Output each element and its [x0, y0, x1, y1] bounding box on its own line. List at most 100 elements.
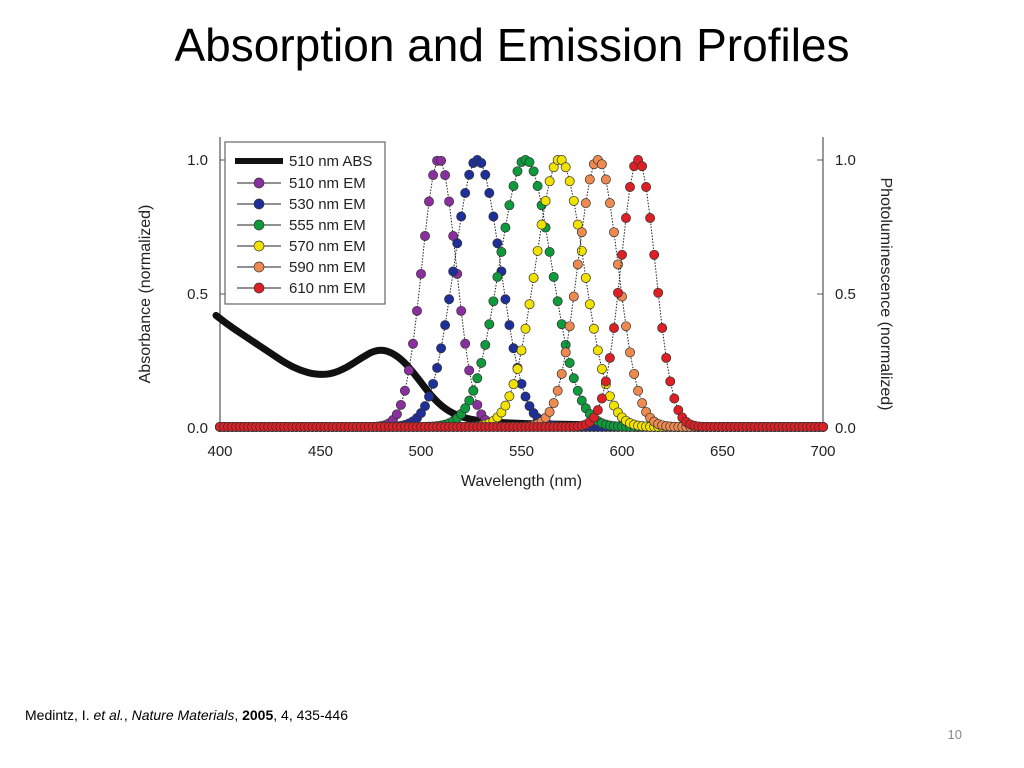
data-point: [480, 169, 491, 180]
data-point: [568, 195, 579, 206]
legend-label: 570 nm EM: [289, 238, 366, 255]
data-point: [613, 259, 623, 270]
legend-swatch-dot: [253, 282, 265, 294]
data-point: [408, 338, 418, 349]
x-tick-label: 550: [509, 443, 534, 460]
data-point: [544, 176, 555, 187]
data-point: [584, 174, 595, 185]
data-point: [641, 182, 652, 192]
data-point: [536, 219, 547, 230]
data-point: [661, 352, 672, 363]
data-point: [600, 174, 611, 185]
data-point: [488, 296, 499, 307]
data-point: [576, 227, 587, 238]
data-point: [564, 357, 575, 368]
data-point: [637, 161, 648, 172]
legend-label: 530 nm EM: [289, 196, 366, 213]
data-point: [492, 238, 503, 249]
data-point: [532, 181, 543, 191]
data-point: [420, 231, 430, 241]
data-point: [572, 385, 583, 396]
data-point: [516, 345, 527, 356]
data-point: [395, 399, 406, 410]
citation-sep2: ,: [234, 707, 243, 723]
data-point: [416, 268, 426, 279]
page-number: 10: [947, 727, 962, 742]
data-point: [625, 182, 635, 192]
x-tick-label: 700: [810, 443, 835, 460]
data-point: [436, 155, 447, 166]
data-point: [818, 421, 828, 432]
data-point: [472, 373, 483, 384]
data-point: [560, 347, 571, 358]
data-point: [556, 368, 567, 379]
data-point: [452, 238, 463, 249]
data-point: [580, 198, 591, 209]
citation-sep1: ,: [123, 707, 132, 723]
x-axis-label: Wavelength (nm): [461, 473, 582, 490]
x-tick-label: 400: [207, 443, 232, 460]
data-point: [456, 305, 467, 316]
data-point: [609, 227, 619, 238]
emission-series: [215, 155, 828, 432]
data-point: [584, 299, 595, 310]
data-point: [391, 409, 402, 420]
data-point: [669, 393, 680, 404]
citation-etal: et al.: [93, 707, 124, 723]
data-point: [464, 169, 475, 180]
citation-year: 2005: [242, 707, 274, 723]
data-point: [540, 195, 551, 206]
data-point: [484, 188, 495, 198]
data-point: [532, 245, 543, 256]
data-point: [609, 323, 619, 333]
data-point: [596, 364, 607, 374]
data-point: [444, 294, 455, 305]
chart-legend: 510 nm ABS 510 nm EM 530 nm EM 555 nm EM 570…: [224, 141, 386, 305]
data-point: [504, 391, 515, 402]
data-point: [428, 378, 439, 389]
data-point: [496, 246, 507, 257]
data-point: [596, 159, 607, 170]
data-point: [500, 294, 511, 305]
data-point: [460, 403, 471, 414]
data-point: [524, 299, 535, 310]
legend-label: 610 nm EM: [289, 280, 366, 297]
x-tick-label: 650: [710, 443, 735, 460]
data-point: [504, 320, 515, 331]
data-point: [512, 166, 523, 177]
data-point: [484, 319, 495, 330]
data-point: [580, 272, 591, 283]
data-point: [512, 364, 523, 374]
data-point: [468, 385, 479, 396]
data-point: [420, 401, 430, 412]
emission-chart: 510 nm ABS 510 nm EM 530 nm EM 555 nm EM 570…: [137, 137, 894, 490]
data-point: [657, 323, 668, 333]
data-point: [428, 170, 439, 181]
citation-rest: , 4, 435-446: [273, 707, 348, 723]
data-point: [600, 376, 611, 387]
legend-label: 510 nm ABS: [289, 153, 372, 170]
x-tick-label: 450: [308, 443, 333, 460]
data-point: [504, 200, 515, 211]
data-point: [552, 296, 563, 307]
data-point: [649, 249, 660, 260]
y-tick-label-right: 1.0: [835, 152, 856, 169]
emission-series-610-nm-em: [215, 155, 828, 432]
data-point: [572, 259, 583, 270]
data-point: [604, 352, 615, 363]
data-point: [476, 357, 487, 368]
y-axis-label: Absorbance (normalized): [137, 205, 154, 384]
legend-swatch-dot: [253, 240, 265, 252]
data-point: [440, 170, 451, 181]
data-point: [472, 399, 483, 410]
data-point: [568, 291, 579, 302]
x-tick-label: 500: [408, 443, 433, 460]
data-point: [403, 365, 414, 376]
data-point: [629, 368, 640, 379]
legend-label: 555 nm EM: [289, 217, 366, 234]
data-point: [621, 213, 631, 223]
data-point: [548, 398, 559, 409]
data-point: [464, 395, 475, 406]
data-point: [596, 393, 607, 404]
data-point: [412, 305, 422, 316]
